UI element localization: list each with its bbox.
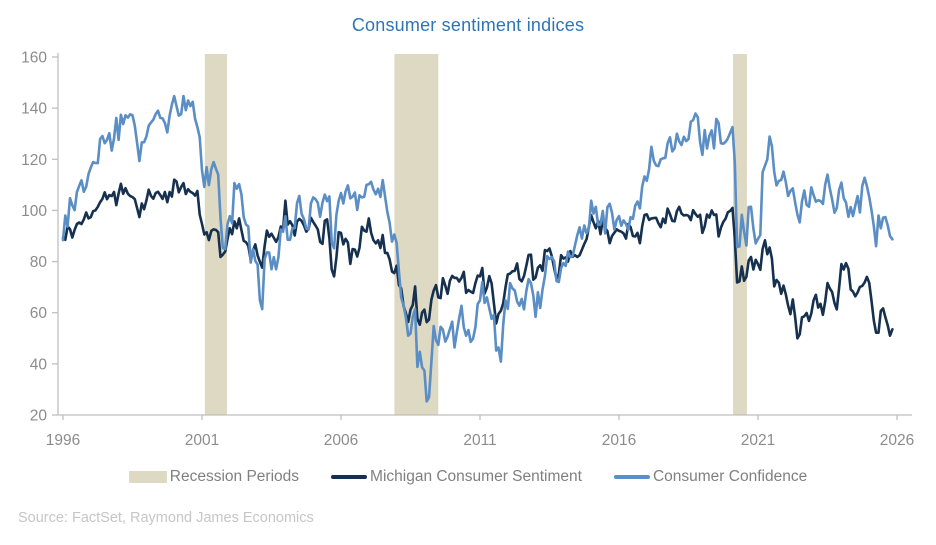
series-line-confidence	[61, 94, 894, 403]
x-tick-label: 2001	[185, 432, 219, 449]
y-tick-label: 60	[30, 305, 48, 322]
y-tick-label: 100	[21, 203, 47, 220]
legend-label-michigan-sentiment: Michigan Consumer Sentiment	[370, 468, 582, 485]
x-tick-label: 2011	[463, 432, 496, 449]
legend-label-recession-periods: Recession Periods	[169, 468, 300, 485]
confidence-line-swatch-icon	[613, 475, 650, 479]
chart-title: Consumer sentiment indices	[351, 15, 585, 35]
y-tick-label: 120	[21, 152, 47, 169]
chart-legend: Recession Periods Michigan Consumer Sent…	[0, 468, 936, 486]
sentiment-line-chart: 20 40 60 80 100 120 140 160 1996 2001 2006 2011 2016…	[21, 50, 914, 450]
legend-item-recession-periods: Recession Periods	[128, 468, 300, 486]
michigan-line-swatch-icon	[331, 475, 368, 479]
x-tick-label: 2026	[880, 432, 914, 449]
recession-swatch-icon	[128, 471, 167, 483]
recession-band	[204, 54, 227, 415]
y-tick-label: 20	[30, 408, 48, 425]
x-tick-label: 1996	[46, 432, 80, 449]
x-tick-label: 2016	[602, 432, 636, 449]
legend-item-consumer-confidence: Consumer Confidence	[613, 468, 808, 486]
y-tick-label: 140	[21, 101, 47, 118]
x-tick-label: 2021	[741, 432, 775, 449]
source-note: Source: FactSet, Raymond James Economics	[18, 510, 314, 526]
legend-label-consumer-confidence: Consumer Confidence	[652, 468, 808, 485]
series-line-michigan	[61, 178, 894, 340]
y-tick-label: 40	[30, 356, 48, 373]
y-tick-label: 160	[21, 50, 47, 67]
y-tick-label: 80	[30, 254, 48, 271]
x-tick-label: 2006	[324, 432, 358, 449]
legend-item-michigan-sentiment: Michigan Consumer Sentiment	[331, 468, 582, 486]
